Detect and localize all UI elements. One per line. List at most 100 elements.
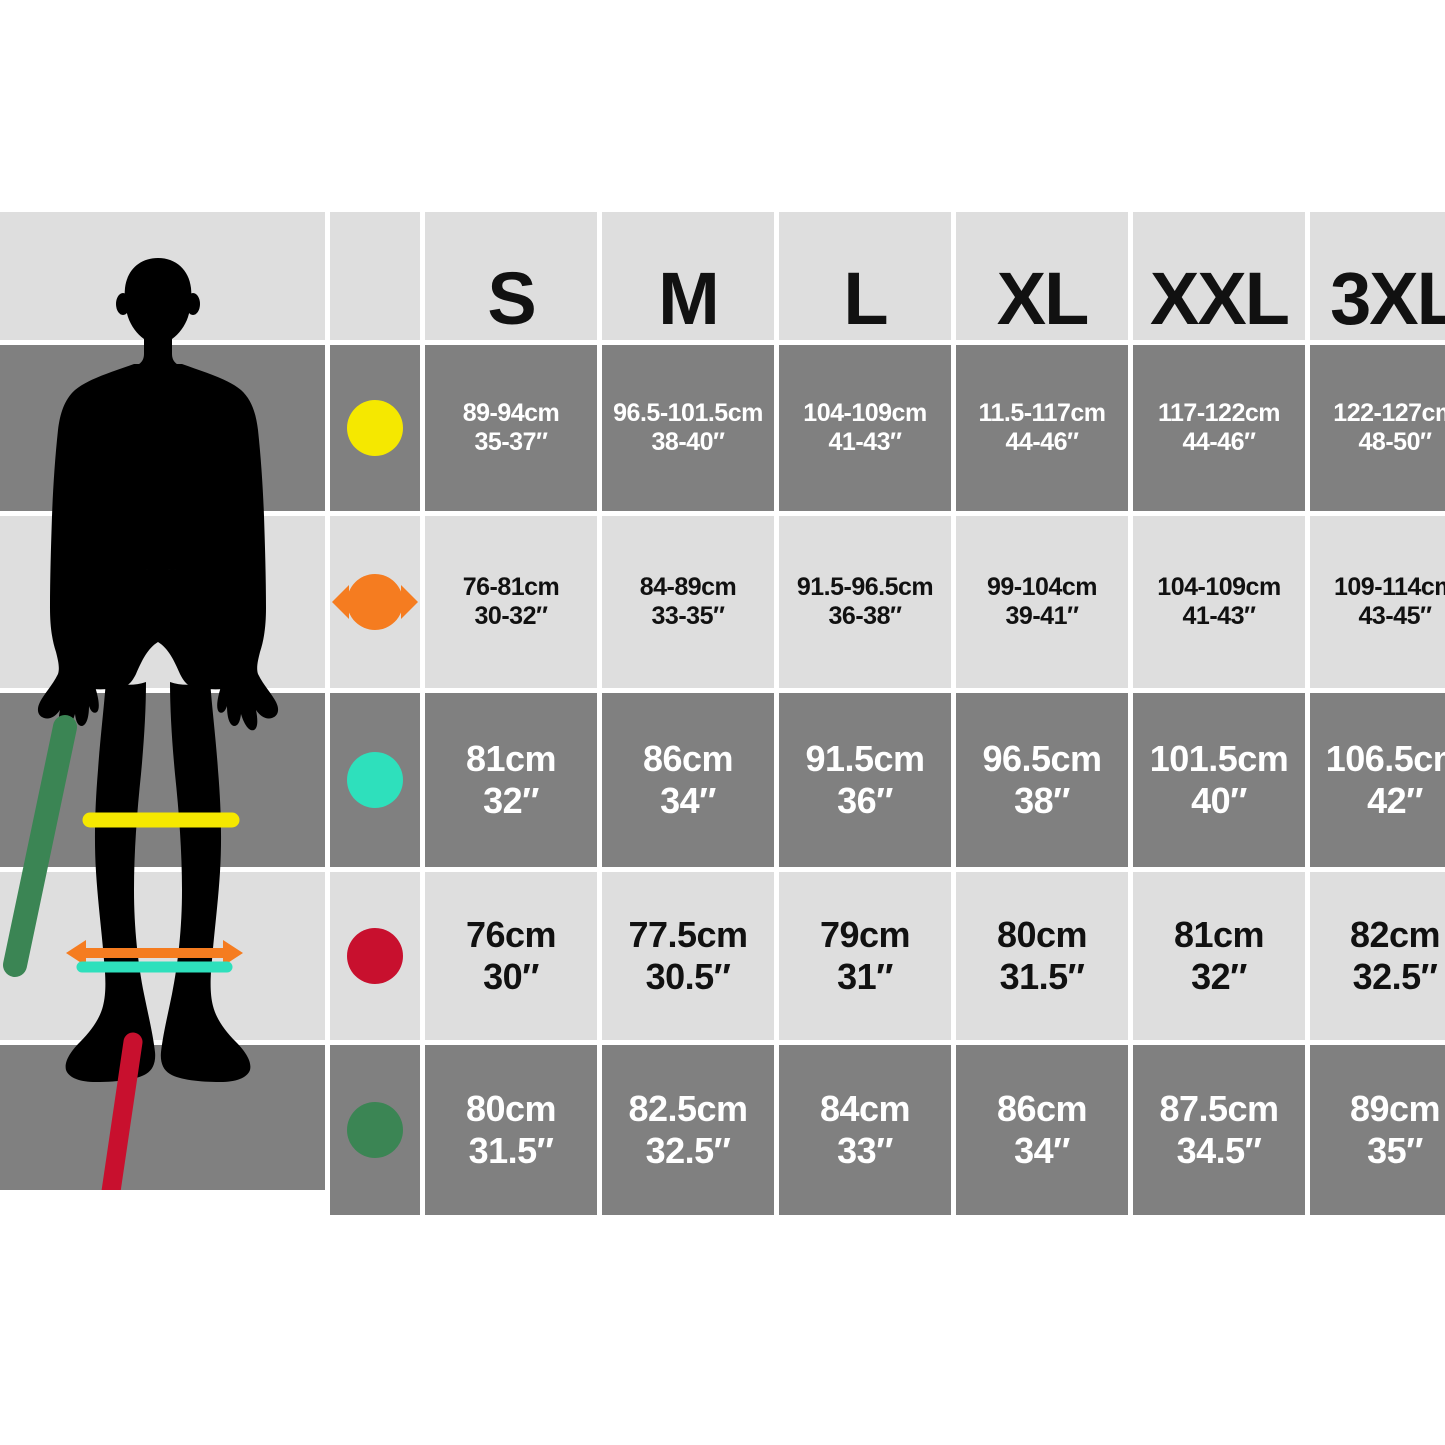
header-size-label: S xyxy=(487,256,536,340)
table-cell: 76-81cm 30-32″ xyxy=(425,516,597,688)
value-inch: 31″ xyxy=(837,956,893,997)
value-cm: 87.5cm xyxy=(1159,1087,1279,1129)
waist-arrow-left xyxy=(66,940,86,966)
header-size-3xl: 3XL xyxy=(1310,212,1445,340)
table-cell: 11.5-117cm 44-46″ xyxy=(956,345,1128,511)
value-cm: 80cm xyxy=(996,913,1088,955)
table-cell: 86cm 34″ xyxy=(602,693,774,867)
value-inch: 43-45″ xyxy=(1358,602,1432,630)
value-cm: 86cm xyxy=(996,1087,1088,1129)
value-inch: 38″ xyxy=(1014,780,1070,821)
table-cell: 117-122cm 44-46″ xyxy=(1133,345,1305,511)
inseam-marker-icon xyxy=(347,928,403,984)
table-cell: 86cm 34″ xyxy=(956,1045,1128,1215)
value-inch: 31.5″ xyxy=(468,1130,554,1171)
value-inch: 35-37″ xyxy=(474,428,548,456)
value-cm: 104-109cm xyxy=(803,398,927,427)
inseam-marker-cell xyxy=(330,872,420,1040)
value-cm: 79cm xyxy=(819,913,911,955)
value-cm: 99-104cm xyxy=(987,572,1097,601)
chest-marker-icon xyxy=(347,400,403,456)
sleeve-marker-cell xyxy=(330,1045,420,1215)
header-size-xl: XL xyxy=(956,212,1128,340)
value-inch: 48-50″ xyxy=(1358,428,1432,456)
value-inch: 34″ xyxy=(1014,1130,1070,1171)
value-cm: 11.5-117cm xyxy=(978,398,1106,427)
header-size-label: M xyxy=(658,256,720,340)
value-cm: 96.5cm xyxy=(982,737,1102,779)
table-cell: 96.5-101.5cm 38-40″ xyxy=(602,345,774,511)
value-inch: 30-32″ xyxy=(474,602,548,630)
male-body-silhouette-icon xyxy=(3,258,279,1190)
arrow-right-tip xyxy=(401,585,418,619)
value-cm: 77.5cm xyxy=(628,913,748,955)
value-inch: 32″ xyxy=(1191,956,1247,997)
table-cell: 82cm 32.5″ xyxy=(1310,872,1445,1040)
header-size-label: 3XL xyxy=(1330,256,1445,340)
value-cm: 84-89cm xyxy=(639,572,737,601)
table-cell: 109-114cm 43-45″ xyxy=(1310,516,1445,688)
value-inch: 32″ xyxy=(483,780,539,821)
body-figure-cell xyxy=(0,212,325,1215)
arrow-left-tip xyxy=(332,585,349,619)
value-cm: 89-94cm xyxy=(462,398,560,427)
value-inch: 33″ xyxy=(837,1130,893,1171)
value-cm: 82.5cm xyxy=(628,1087,748,1129)
value-cm: 96.5-101.5cm xyxy=(613,398,763,427)
value-cm: 106.5cm xyxy=(1325,737,1445,779)
waist-arrow-right xyxy=(223,940,243,966)
value-cm: 91.5-96.5cm xyxy=(796,572,934,601)
hip-marker-cell xyxy=(330,693,420,867)
value-cm: 101.5cm xyxy=(1149,737,1289,779)
header-size-s: S xyxy=(425,212,597,340)
table-cell: 80cm 31.5″ xyxy=(956,872,1128,1040)
value-inch: 34.5″ xyxy=(1176,1130,1262,1171)
value-inch: 33-35″ xyxy=(651,602,725,630)
value-inch: 42″ xyxy=(1367,780,1423,821)
value-inch: 36-38″ xyxy=(828,602,902,630)
header-size-m: M xyxy=(602,212,774,340)
header-size-xxl: XXL xyxy=(1133,212,1305,340)
table-cell: 84-89cm 33-35″ xyxy=(602,516,774,688)
value-inch: 31.5″ xyxy=(999,956,1085,997)
value-cm: 76cm xyxy=(465,913,557,955)
value-inch: 32.5″ xyxy=(1352,956,1438,997)
table-cell: 80cm 31.5″ xyxy=(425,1045,597,1215)
figure-band-5 xyxy=(0,1045,325,1190)
table-cell: 104-109cm 41-43″ xyxy=(779,345,951,511)
value-inch: 35″ xyxy=(1367,1130,1423,1171)
value-inch: 39-41″ xyxy=(1005,602,1079,630)
table-cell: 76cm 30″ xyxy=(425,872,597,1040)
header-marker-cell xyxy=(330,212,420,340)
table-cell: 101.5cm 40″ xyxy=(1133,693,1305,867)
table-cell: 96.5cm 38″ xyxy=(956,693,1128,867)
value-cm: 80cm xyxy=(465,1087,557,1129)
waist-marker-icon xyxy=(332,573,418,631)
header-size-l: L xyxy=(779,212,951,340)
chest-marker-cell xyxy=(330,345,420,511)
table-cell: 81cm 32″ xyxy=(425,693,597,867)
table-cell: 122-127cm 48-50″ xyxy=(1310,345,1445,511)
value-inch: 32.5″ xyxy=(645,1130,731,1171)
table-cell: 87.5cm 34.5″ xyxy=(1133,1045,1305,1215)
value-inch: 40″ xyxy=(1191,780,1247,821)
value-inch: 38-40″ xyxy=(651,428,725,456)
value-inch: 30.5″ xyxy=(645,956,731,997)
table-cell: 104-109cm 41-43″ xyxy=(1133,516,1305,688)
waist-marker-dot xyxy=(347,574,403,630)
table-cell: 77.5cm 30.5″ xyxy=(602,872,774,1040)
value-cm: 91.5cm xyxy=(805,737,925,779)
value-cm: 82cm xyxy=(1349,913,1441,955)
table-cell: 91.5cm 36″ xyxy=(779,693,951,867)
header-size-label: XXL xyxy=(1150,256,1290,340)
waist-marker-cell xyxy=(330,516,420,688)
value-inch: 41-43″ xyxy=(828,428,902,456)
table-cell: 106.5cm 42″ xyxy=(1310,693,1445,867)
size-chart-table: S M L XL XXL 3XL 89-94cm 35-37″ 96.5-101… xyxy=(0,212,1445,1215)
table-cell: 99-104cm 39-41″ xyxy=(956,516,1128,688)
value-cm: 122-127cm xyxy=(1333,398,1445,427)
value-inch: 34″ xyxy=(660,780,716,821)
value-cm: 117-122cm xyxy=(1157,398,1281,427)
table-cell: 89cm 35″ xyxy=(1310,1045,1445,1215)
table-cell: 82.5cm 32.5″ xyxy=(602,1045,774,1215)
